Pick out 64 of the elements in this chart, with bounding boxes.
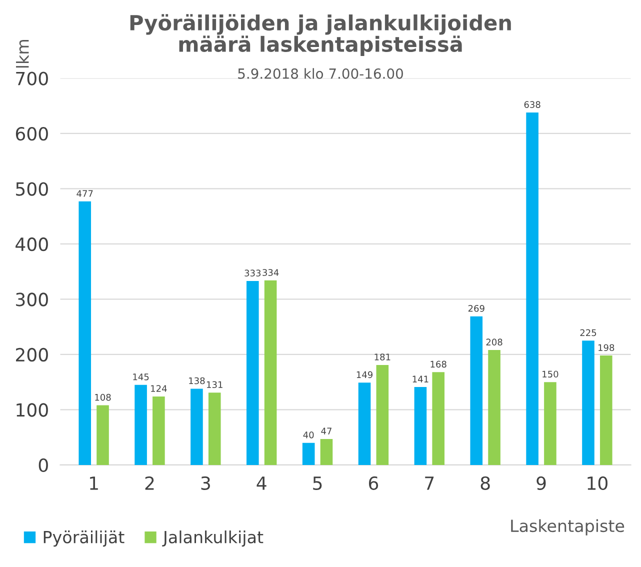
- bar: [302, 442, 315, 465]
- data-label: 334: [262, 269, 279, 276]
- x-tick-label: 7: [425, 476, 434, 490]
- x-tick-label: 8: [480, 476, 490, 490]
- bar: [544, 382, 556, 465]
- data-label: 477: [76, 190, 93, 197]
- bar: [190, 388, 203, 465]
- bar: [246, 280, 259, 465]
- bar: [358, 382, 371, 465]
- data-label: 138: [189, 377, 205, 384]
- data-label: 131: [207, 381, 222, 388]
- chart-title: Pyöräilijöiden ja jalankulkijoiden määrä laskentapisteissä: [130, 14, 511, 56]
- data-label: 108: [95, 394, 111, 401]
- data-label: 181: [374, 354, 390, 360]
- data-label: 141: [412, 376, 428, 382]
- data-label: 198: [598, 344, 614, 352]
- data-label: 208: [486, 338, 502, 346]
- y-tick-label: 700: [16, 72, 48, 86]
- data-label: 47: [321, 428, 332, 434]
- bar: [134, 384, 147, 465]
- y-tick-label: 0: [38, 458, 48, 472]
- data-label: 225: [580, 329, 596, 336]
- y-tick-label: 400: [16, 237, 48, 252]
- bar: [320, 438, 333, 465]
- bar: [432, 372, 444, 465]
- x-tick-label: 6: [368, 476, 378, 490]
- bar: [152, 396, 165, 465]
- x-tick-label: 10: [588, 476, 608, 490]
- data-label: 269: [468, 304, 484, 312]
- bar: [526, 112, 538, 465]
- data-label: 145: [133, 374, 149, 380]
- chart-subtitle: 5.9.2018 klo 7.00-16.00: [238, 68, 403, 79]
- data-label: 333: [244, 270, 261, 276]
- y-tick-label: 100: [16, 403, 48, 417]
- data-label: 149: [356, 371, 372, 378]
- y-tick-label: 600: [16, 126, 48, 141]
- bar: [414, 387, 427, 465]
- y-tick-label: 200: [16, 348, 48, 362]
- data-label: 638: [524, 101, 540, 108]
- data-label: 124: [151, 385, 167, 392]
- x-tick-label: 2: [145, 476, 154, 490]
- bar: [600, 356, 612, 465]
- bar: [376, 364, 389, 465]
- x-axis-title: Laskentapiste: [511, 519, 624, 536]
- x-tick-label: 1: [90, 476, 98, 490]
- y-axis-title: lkm: [16, 40, 29, 68]
- y-tick-label: 300: [16, 292, 48, 306]
- x-tick-label: 3: [201, 476, 210, 490]
- bar: [208, 392, 221, 465]
- bar: [470, 316, 483, 465]
- legend-label: Jalankulkijat: [162, 530, 264, 547]
- bar: [96, 405, 109, 465]
- bar: [582, 340, 594, 465]
- y-tick-label: 500: [16, 182, 48, 196]
- data-label: 40: [303, 431, 314, 438]
- bar: [264, 280, 277, 465]
- bar: [78, 201, 92, 465]
- bar: [488, 350, 500, 465]
- x-tick-label: 5: [313, 476, 322, 490]
- data-label: 150: [542, 370, 558, 378]
- data-label: 168: [430, 360, 446, 368]
- legend-label: Pyöräilijät: [44, 530, 124, 547]
- x-tick-label: 4: [256, 476, 266, 490]
- x-tick-label: 9: [536, 476, 546, 490]
